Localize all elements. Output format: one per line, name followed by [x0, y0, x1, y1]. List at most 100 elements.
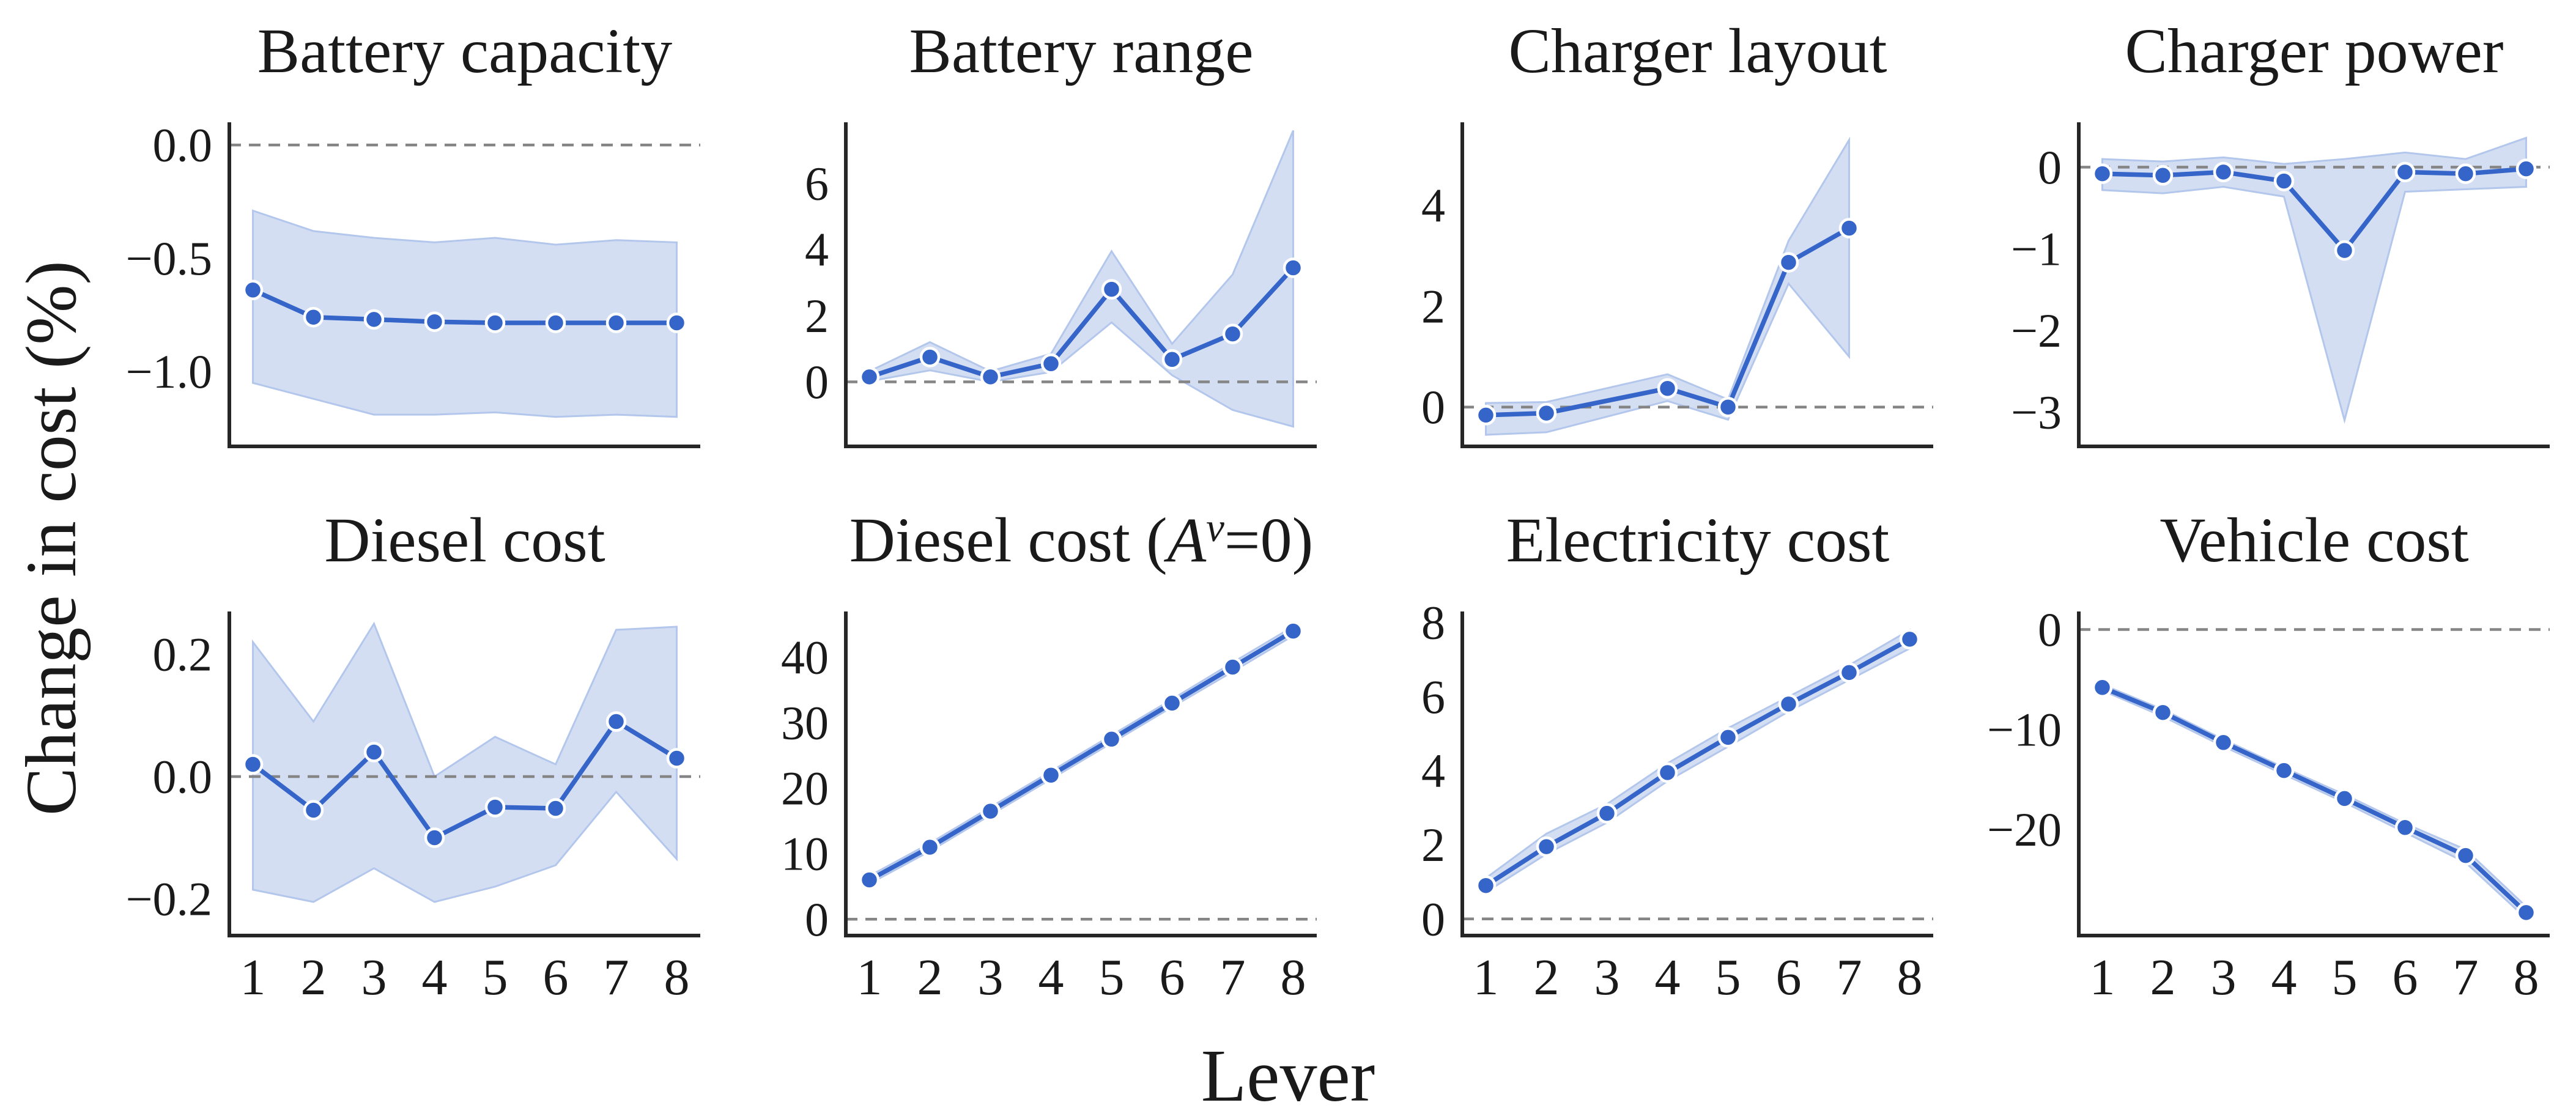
- data-point: [545, 798, 566, 819]
- x-tick-label: 6: [1160, 949, 1185, 1006]
- y-tick-label: 2: [805, 289, 829, 342]
- data-point: [919, 836, 941, 858]
- subplot-battery-range: 6 4 2 0 Battery range: [805, 16, 1317, 448]
- data-point: [605, 711, 627, 732]
- data-point: [545, 312, 566, 333]
- data-point: [424, 311, 445, 332]
- data-point: [1838, 218, 1860, 238]
- x-tick-label: 5: [2332, 949, 2358, 1006]
- subplot-title: Vehicle cost: [2160, 505, 2468, 575]
- x-tick-label: 2: [917, 949, 943, 1006]
- subplot-diesel-cost-a-0: 40 30 20 10 01 2 3 4 5 6 7 8 Diesel cost (Aν=0): [781, 505, 1317, 1006]
- data-point: [1040, 764, 1062, 786]
- data-point: [1899, 629, 1920, 650]
- data-point: [2334, 788, 2355, 809]
- y-tick-label: 2: [1421, 818, 1445, 871]
- data-line: [867, 629, 1296, 882]
- x-tick-label: 6: [2393, 949, 2418, 1006]
- x-tick-label: 7: [2453, 949, 2479, 1006]
- subplot-vehicle-cost: 0 −10 −20 1 2 3 4 5 6 7 8 Vehicle cost: [1987, 505, 2550, 1006]
- x-tick-label: 7: [1220, 949, 1246, 1006]
- x-tick-label: 6: [543, 949, 569, 1006]
- data-point: [1161, 693, 1183, 714]
- y-tick-label: 0.0: [153, 119, 213, 172]
- x-axis-label: Lever: [1201, 1035, 1375, 1117]
- data-point: [1778, 693, 1799, 715]
- data-point: [605, 312, 627, 333]
- data-line: [250, 719, 679, 840]
- data-point: [242, 279, 264, 301]
- data-point: [1282, 621, 1304, 641]
- x-tick-label: 2: [2150, 949, 2176, 1006]
- y-tick-label: 30: [781, 696, 829, 750]
- y-tick-label: 0.0: [153, 750, 213, 803]
- data-point: [1717, 727, 1739, 748]
- y-tick-label: 0.2: [153, 628, 213, 681]
- data-point: [2515, 158, 2537, 179]
- data-point: [1475, 875, 1497, 896]
- x-tick-label: 5: [1099, 949, 1125, 1006]
- x-tick-label: 4: [1038, 949, 1064, 1006]
- x-tick-label: 4: [2271, 949, 2297, 1006]
- data-point: [484, 797, 506, 818]
- y-tick-label: 0: [805, 893, 829, 946]
- data-point: [1596, 803, 1618, 824]
- data-point: [2092, 163, 2113, 184]
- y-tick-label: 0: [2038, 603, 2062, 656]
- y-tick-label: −1.0: [126, 345, 213, 398]
- data-point: [2394, 817, 2416, 838]
- data-point: [1040, 353, 1062, 374]
- data-point: [859, 870, 880, 890]
- data-point: [666, 312, 687, 333]
- data-point: [919, 347, 941, 367]
- confidence-band: [252, 209, 678, 418]
- data-point: [2334, 240, 2355, 261]
- y-tick-label: 0: [1421, 892, 1445, 945]
- subplot-title: Charger layout: [1508, 16, 1887, 86]
- y-tick-label: −3: [2011, 385, 2062, 438]
- y-tick-label: −0.5: [126, 232, 213, 285]
- data-point: [666, 748, 687, 769]
- data-point: [484, 312, 506, 333]
- subplot-title: Diesel cost (Aν=0): [849, 505, 1313, 575]
- x-tick-label: 7: [1837, 949, 1862, 1006]
- data-point: [2213, 161, 2234, 183]
- subplot-title: Electricity cost: [1506, 505, 1890, 575]
- data-point: [2273, 760, 2295, 781]
- subplot-title: Battery capacity: [257, 16, 673, 86]
- y-tick-label: 8: [1421, 596, 1445, 649]
- y-tick-label: 4: [1421, 179, 1445, 232]
- data-point: [2213, 732, 2234, 753]
- subplot-battery-capacity: 0.0 −0.5 −1.0 Battery capacity: [126, 16, 700, 448]
- data-point: [2394, 161, 2416, 183]
- data-point: [1778, 252, 1799, 273]
- subplot-diesel-cost: 0.2 0.0 −0.2 1 2 3 4 5 6 7 8 Diesel cost: [126, 505, 700, 1006]
- x-tick-label: 5: [1715, 949, 1741, 1006]
- data-point: [242, 754, 264, 775]
- x-tick-label: 3: [361, 949, 387, 1006]
- data-point: [303, 306, 324, 328]
- data-point: [363, 309, 385, 330]
- x-tick-label: 6: [1776, 949, 1802, 1006]
- data-point: [1222, 657, 1243, 678]
- x-tick-label: 8: [1897, 949, 1923, 1006]
- y-tick-label: 10: [781, 827, 829, 881]
- data-point: [1717, 396, 1739, 418]
- data-point: [2515, 902, 2537, 923]
- data-point: [2092, 677, 2113, 698]
- data-point: [1101, 279, 1122, 300]
- y-tick-label: 6: [1421, 670, 1445, 723]
- data-point: [1838, 662, 1860, 683]
- x-tick-label: 4: [1655, 949, 1681, 1006]
- confidence-band: [252, 621, 678, 903]
- y-axis-label: Change in cost (%): [11, 260, 91, 816]
- data-point: [1657, 762, 1678, 783]
- x-tick-label: 7: [604, 949, 629, 1006]
- data-point: [1657, 378, 1678, 399]
- x-tick-label: 1: [857, 949, 883, 1006]
- data-line: [1483, 637, 1912, 888]
- y-tick-label: −1: [2011, 222, 2062, 275]
